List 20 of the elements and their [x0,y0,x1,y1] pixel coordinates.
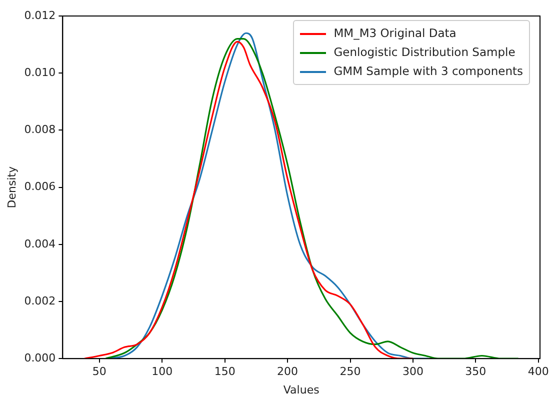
y-tick-label: 0.012 [24,8,56,22]
y-axis-title: Density [5,166,18,208]
y-tick-label: 0.008 [24,123,56,136]
x-tick-label: 100 [152,365,173,378]
x-tick-label: 150 [214,365,236,378]
x-tick-label: 400 [528,365,549,378]
y-tick-label: 0.010 [24,66,56,79]
x-axis-title: Values [283,383,320,396]
legend-label: MM_M3 Original Data [334,25,456,42]
legend-label: GMM Sample with 3 components [334,63,523,80]
y-tick-label: 0.006 [24,180,56,194]
y-tick-label: 0.002 [24,294,56,308]
x-tick-label: 250 [340,365,361,378]
x-tick-label: 200 [277,365,298,378]
x-tick-label: 300 [402,365,424,378]
legend-label: Genlogistic Distribution Sample [334,44,516,61]
x-tick-label: 350 [465,365,486,378]
y-tick-label: 0.004 [24,237,56,250]
x-tick-label: 50 [92,365,106,378]
y-tick-label: 0.000 [24,351,56,364]
